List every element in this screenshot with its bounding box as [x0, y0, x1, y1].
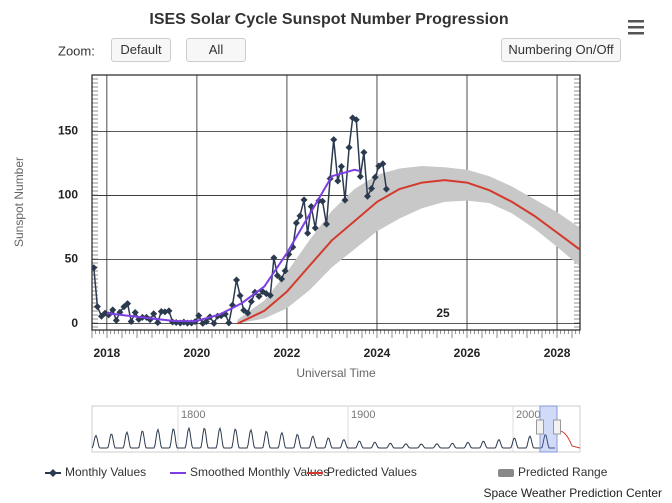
data-point: [278, 275, 286, 283]
data-point: [131, 308, 139, 316]
data-point: [296, 212, 304, 220]
menu-icon[interactable]: [628, 20, 644, 35]
navigator-label: 1900: [351, 409, 375, 421]
zoom-label: Zoom:: [58, 43, 95, 58]
data-point: [318, 197, 326, 205]
navigator-frame: [91, 405, 581, 453]
x-tick-label: 2020: [184, 346, 211, 360]
data-point: [382, 185, 390, 193]
data-point: [352, 116, 360, 124]
legend-label: Smoothed Monthly Values: [190, 465, 329, 479]
data-point: [360, 148, 368, 156]
data-point: [112, 316, 120, 324]
data-point: [244, 309, 252, 317]
zoom-all-button[interactable]: All: [186, 38, 246, 62]
data-point: [300, 196, 308, 204]
legend-label: Predicted Range: [518, 465, 608, 479]
data-point: [154, 319, 162, 327]
data-point: [371, 173, 379, 181]
navigator-label: 2000: [516, 409, 540, 421]
navigator-line: [91, 426, 555, 449]
data-point: [236, 292, 244, 300]
data-point: [233, 276, 241, 284]
series-line: [236, 179, 580, 325]
zoom-default-button[interactable]: Default: [111, 38, 171, 62]
data-point: [255, 292, 263, 300]
data-point: [195, 312, 203, 320]
data-point: [150, 310, 158, 318]
navigator-handle[interactable]: [553, 419, 561, 435]
y-tick-label: 100: [58, 188, 78, 202]
data-point: [337, 162, 345, 170]
data-point: [364, 192, 372, 200]
legend-item[interactable]: Monthly Values: [45, 465, 146, 479]
navigator-label: 1800: [181, 409, 205, 421]
cycle-label: 25: [436, 306, 450, 320]
data-point: [323, 220, 331, 228]
credit: Space Weather Prediction Center: [483, 486, 662, 500]
data-point: [247, 298, 255, 306]
legend-swatch: [498, 469, 514, 477]
chart-title: ISES Solar Cycle Sunspot Number Progress…: [149, 11, 508, 28]
data-point: [210, 319, 218, 327]
data-point: [334, 177, 342, 185]
plot-area: [92, 114, 580, 327]
data-point: [379, 160, 387, 168]
x-tick-label: 2028: [544, 346, 571, 360]
y-tick-label: 0: [71, 316, 78, 330]
data-point: [330, 136, 338, 144]
data-point: [93, 303, 101, 311]
data-point: [202, 318, 210, 326]
y-axis-title: Sunspot Number: [12, 157, 26, 247]
data-point: [273, 272, 281, 280]
legend-label: Predicted Values: [327, 465, 417, 479]
data-point: [356, 172, 364, 180]
x-axis-title: Universal Time: [296, 366, 376, 380]
y-tick-label: 150: [58, 124, 78, 138]
y-tick-label: 50: [65, 252, 79, 266]
data-point: [368, 185, 376, 193]
data-point: [281, 267, 289, 275]
data-point: [345, 144, 353, 152]
data-point: [266, 291, 274, 299]
legend-label: Monthly Values: [65, 465, 146, 479]
data-point: [124, 300, 132, 308]
series-line: [106, 168, 361, 323]
data-point: [292, 219, 300, 227]
data-point: [109, 306, 117, 314]
numbering-button[interactable]: Numbering On/Off: [501, 38, 621, 62]
data-point: [270, 254, 278, 262]
data-point: [311, 224, 319, 232]
legend-item[interactable]: Predicted Range: [498, 465, 608, 479]
data-point: [92, 264, 98, 272]
navigator-handle[interactable]: [536, 419, 544, 435]
data-point: [165, 307, 173, 315]
data-point: [225, 319, 233, 327]
x-tick-label: 2026: [454, 346, 481, 360]
x-tick-label: 2024: [364, 346, 391, 360]
x-tick-label: 2022: [274, 346, 301, 360]
data-point: [127, 318, 135, 326]
legend-item[interactable]: Smoothed Monthly Values: [170, 465, 329, 479]
legend-item[interactable]: Predicted Values: [307, 465, 417, 479]
data-point: [304, 229, 312, 237]
predicted-range: [237, 166, 580, 324]
legend-marker: [49, 469, 57, 477]
data-point: [341, 196, 349, 204]
x-tick-label: 2018: [94, 346, 121, 360]
plot-frame: [91, 74, 581, 331]
